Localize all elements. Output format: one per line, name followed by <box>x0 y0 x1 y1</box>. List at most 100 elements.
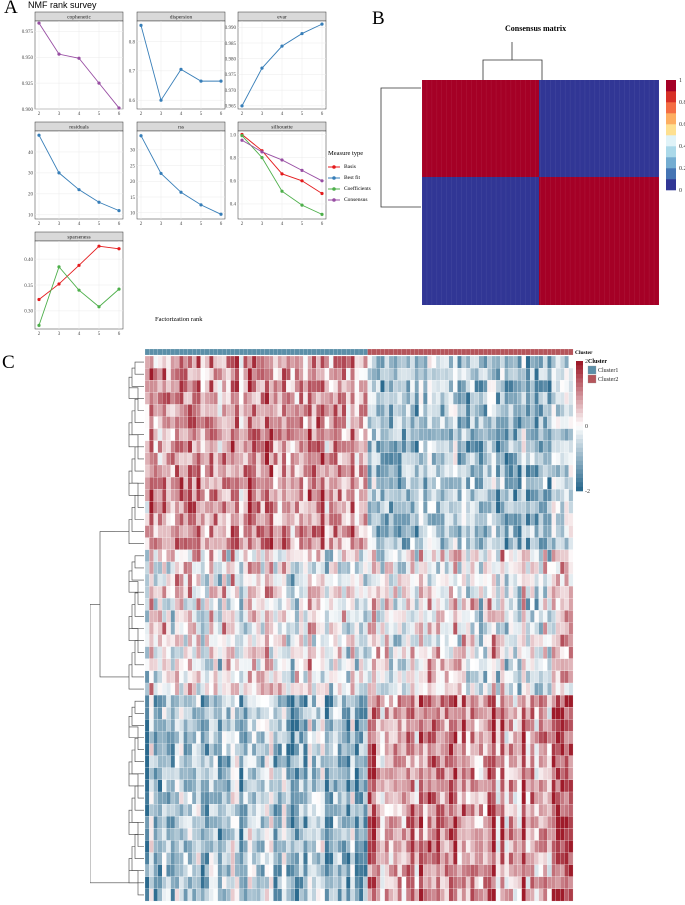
heatmap-cell <box>149 610 154 623</box>
x-tick-label: 2 <box>241 222 244 227</box>
heatmap-cell <box>551 743 557 756</box>
heatmap-cell <box>414 828 420 841</box>
heatmap-cell <box>316 731 321 744</box>
heatmap-cell <box>277 561 283 575</box>
scale-segment <box>576 404 583 409</box>
heatmap-cell <box>423 779 428 793</box>
heatmap-cell <box>333 731 338 744</box>
heatmap-cell <box>166 804 171 817</box>
heatmap-cell <box>286 658 291 672</box>
heatmap-cell <box>243 537 248 550</box>
heatmap-cell <box>144 477 150 490</box>
scale-segment <box>576 417 583 422</box>
heatmap-cell <box>316 888 321 902</box>
heatmap-cell <box>525 573 531 587</box>
heatmap-cell <box>397 525 402 538</box>
heatmap-cell <box>191 864 197 877</box>
heatmap-cell <box>423 513 428 526</box>
heatmap-cell <box>239 719 244 732</box>
heatmap-cell <box>560 707 565 720</box>
heatmap-cell <box>286 670 291 684</box>
heatmap-cell <box>564 622 569 635</box>
heatmap-cell <box>303 804 308 817</box>
heatmap-cell <box>393 646 398 659</box>
annotation-cell <box>393 348 398 356</box>
heatmap-cell <box>470 779 475 793</box>
heatmap-cell <box>162 888 167 902</box>
heatmap-cell <box>256 743 261 756</box>
heatmap-cell <box>500 428 505 441</box>
heatmap-cell <box>221 477 227 490</box>
heatmap-cell <box>358 840 364 853</box>
heatmap-cell <box>269 731 274 744</box>
heatmap-cell <box>517 549 522 563</box>
heatmap-cell <box>191 428 197 441</box>
heatmap-cell <box>397 767 402 781</box>
colorbar-tick-label: 1 <box>679 78 682 84</box>
heatmap-cell <box>217 501 223 514</box>
heatmap-cell <box>269 876 274 890</box>
heatmap-cell <box>410 840 415 853</box>
heatmap-cell <box>542 404 548 417</box>
heatmap-cell <box>209 767 214 781</box>
heatmap-cell <box>478 707 484 720</box>
heatmap-cell <box>162 864 167 877</box>
heatmap-cell <box>380 368 385 381</box>
heatmap-cell <box>269 549 274 563</box>
heatmap-cell <box>157 682 163 696</box>
heatmap-cell <box>209 622 214 635</box>
scale-segment <box>576 456 583 461</box>
heatmap-cell <box>213 852 218 865</box>
heatmap-cell <box>298 489 304 502</box>
heatmap-cell <box>341 695 347 708</box>
heatmap-cell <box>525 876 531 890</box>
heatmap-cell <box>440 634 445 647</box>
heatmap-cell <box>538 695 544 708</box>
heatmap-cell <box>277 573 283 587</box>
heatmap-cell <box>260 876 265 890</box>
y-tick-label: 20 <box>28 193 34 198</box>
heatmap-cell <box>470 731 475 744</box>
heatmap-cell <box>525 464 531 478</box>
heatmap-cell <box>316 658 321 672</box>
heatmap-cell <box>418 731 424 744</box>
heatmap-cell <box>209 452 214 466</box>
heatmap-cell <box>530 452 535 466</box>
heatmap-cell <box>320 404 325 417</box>
heatmap-cell <box>517 368 522 381</box>
heatmap-cell <box>307 525 313 538</box>
heatmap-cell <box>440 586 445 599</box>
heatmap-cell <box>495 828 501 841</box>
heatmap-cell <box>551 380 557 393</box>
heatmap-cell <box>500 658 505 672</box>
heatmap-cell <box>217 537 223 550</box>
heatmap-cell <box>153 804 158 817</box>
heatmap-cell <box>517 428 522 441</box>
heatmap-cell <box>346 864 351 877</box>
heatmap-cell <box>538 816 544 829</box>
heatmap-cell <box>491 392 497 405</box>
heatmap-cell <box>453 828 458 841</box>
heatmap-cell <box>324 561 330 575</box>
data-point <box>300 179 304 183</box>
heatmap-cell <box>521 840 527 853</box>
heatmap-cell <box>495 622 501 635</box>
heatmap-cell <box>269 840 274 853</box>
heatmap-cell <box>521 828 527 841</box>
heatmap-cell <box>453 804 458 817</box>
heatmap-cell <box>166 525 171 538</box>
legend-key-coefficients <box>328 186 340 191</box>
heatmap-cell <box>346 549 351 563</box>
heatmap-cell <box>277 622 283 635</box>
heatmap-cell <box>538 755 544 768</box>
heatmap-cell <box>384 755 390 768</box>
heatmap-cell <box>298 549 304 563</box>
heatmap-cell <box>461 380 467 393</box>
heatmap-cell <box>405 477 411 490</box>
heatmap-cell <box>465 610 471 623</box>
heatmap-cell <box>247 525 253 538</box>
heatmap-cell <box>166 852 171 865</box>
heatmap-cell <box>316 634 321 647</box>
heatmap-cell <box>440 731 445 744</box>
